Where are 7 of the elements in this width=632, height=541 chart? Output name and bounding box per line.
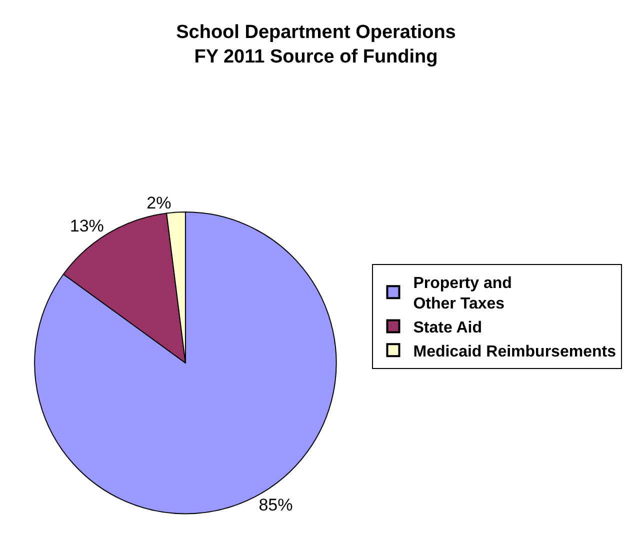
legend-label: Property and Other Taxes (413, 274, 512, 313)
legend-label: State Aid (413, 320, 482, 337)
data-label: 85% (258, 495, 293, 514)
data-label: 2% (146, 193, 172, 212)
legend-label: Medicaid Reimbursements (413, 343, 616, 360)
chart-title: School Department Operations FY 2011 Source of Funding (176, 22, 456, 68)
data-label: 13% (70, 216, 104, 236)
